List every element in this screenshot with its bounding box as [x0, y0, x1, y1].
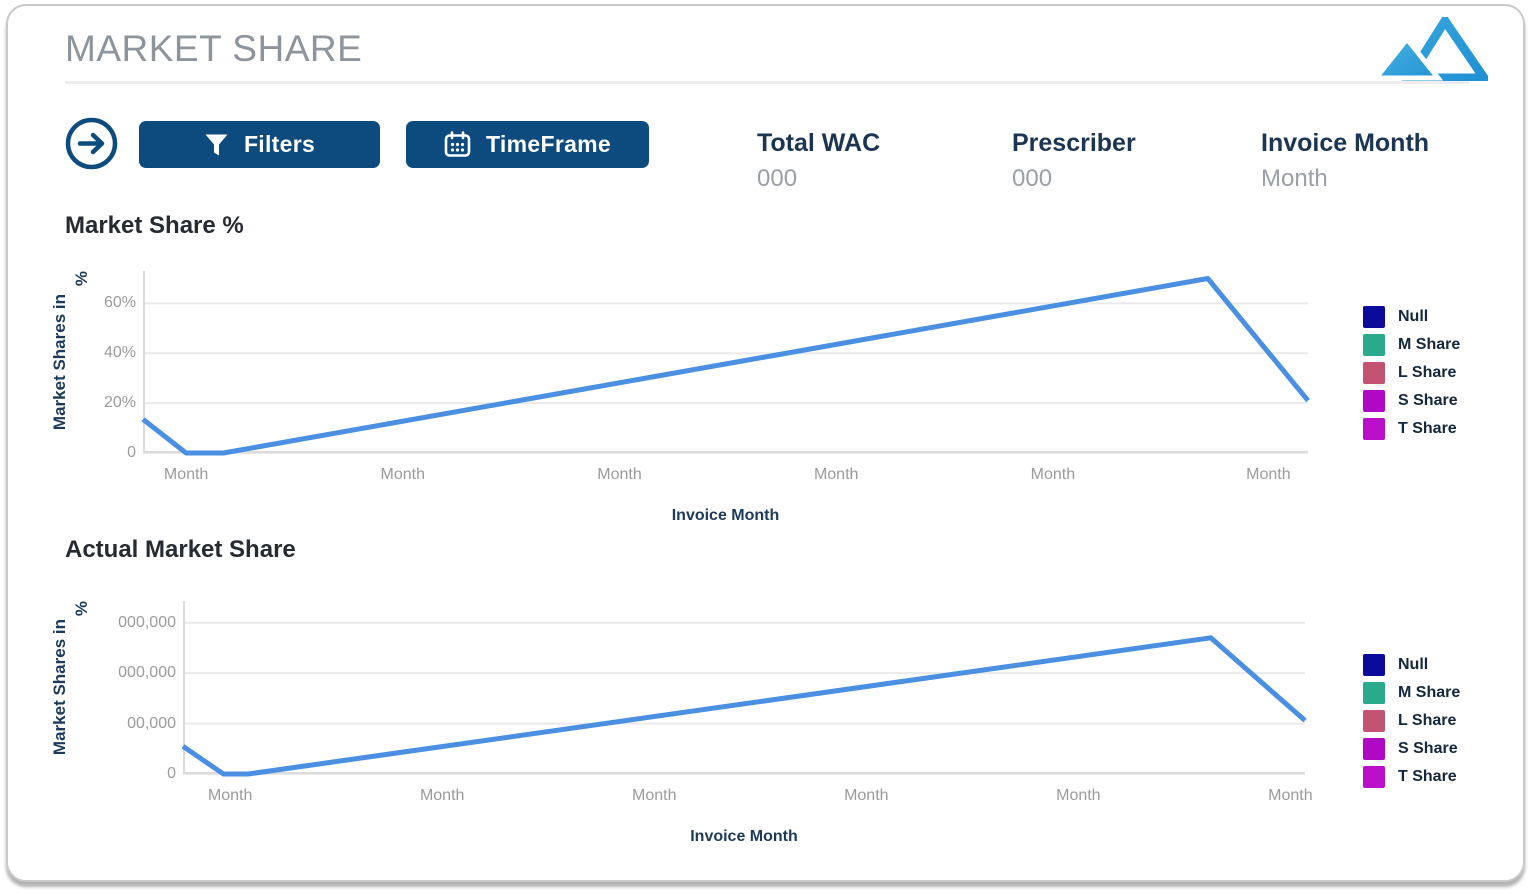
stat-value: 000 [1012, 165, 1053, 192]
y-tick-label: 000,000 [118, 664, 176, 682]
page-title: MARKET SHARE [65, 28, 363, 69]
y-axis-title-text: Market Shares in [50, 619, 69, 756]
x-axis-title: Invoice Month [671, 507, 780, 524]
legend-label: Null [1398, 656, 1429, 673]
x-tick-label: Month [844, 787, 889, 804]
legend-swatch [1363, 418, 1385, 440]
arrow-right-circle-icon [65, 117, 118, 170]
y-tick-label: 0 [167, 765, 176, 782]
legend-row: Null [1363, 306, 1428, 328]
legend-row: M Share [1363, 682, 1460, 704]
legend-swatch [1363, 710, 1385, 732]
stat-label: Invoice Month [1261, 129, 1430, 157]
legend-row: T Share [1363, 418, 1457, 440]
legend-row: S Share [1363, 738, 1458, 760]
legend-row: S Share [1363, 390, 1458, 412]
chart-market-share-pct: 0 20% 40% 60% Month Month Month Month Month Month… [8, 6, 1523, 880]
legend-label: T Share [1398, 768, 1457, 785]
calendar-icon [444, 131, 471, 157]
legend-row: Null [1363, 654, 1428, 676]
x-tick-label: Month [419, 787, 465, 804]
funnel-icon [205, 134, 228, 155]
x-tick-label: Month [163, 466, 209, 483]
x-tick-label: Month [1268, 787, 1313, 804]
x-axis-title: Invoice Month [690, 828, 798, 845]
expand-button[interactable] [65, 117, 118, 170]
legend-label: L Share [1398, 712, 1457, 729]
y-axis-title: Market Shares in% [50, 601, 92, 774]
legend-swatch [1363, 334, 1385, 356]
y-tick-label: 40% [103, 344, 136, 362]
legend-swatch [1363, 306, 1385, 328]
header-divider [65, 81, 1469, 84]
x-tick-label: Month [632, 787, 677, 804]
filters-button-label: Filters [243, 131, 316, 157]
legend-label: S Share [1398, 740, 1458, 757]
chart-actual-market-share: 0 00,000 000,000 000,000 Month Month Month Mont… [8, 6, 1523, 880]
y-tick-label: 60% [103, 294, 136, 312]
stat-total-wac: Total WAC 000 [757, 128, 880, 193]
legend-swatch [1363, 738, 1385, 760]
stat-label: Total WAC [757, 129, 881, 157]
legend-row: M Share [1363, 334, 1460, 356]
chart-title-market-share-pct: Market Share % [65, 212, 244, 239]
x-tick-label: Month [1056, 787, 1101, 804]
chart-title-actual-market-share: Actual Market Share [65, 536, 296, 563]
y-tick-label: 20% [103, 394, 136, 412]
legend-swatch [1363, 766, 1385, 788]
stat-invoice-month: Invoice Month Month [1261, 128, 1429, 193]
y-tick-label: 00,000 [127, 714, 176, 732]
legend-row: T Share [1363, 766, 1457, 788]
mountain-logo-icon [1376, 17, 1488, 81]
stat-value: Month [1261, 165, 1328, 192]
legend-label: L Share [1398, 364, 1457, 381]
x-tick-label: Month [1246, 466, 1291, 483]
x-tick-label: Month [207, 787, 253, 804]
x-tick-label: Month [380, 466, 426, 483]
y-axis-title-unit: % [72, 601, 91, 617]
x-tick-label: Month [813, 466, 859, 483]
stat-value: 000 [757, 165, 798, 192]
x-tick-label: Month [1030, 466, 1076, 483]
legend-row: L Share [1363, 362, 1456, 384]
filters-button[interactable]: Filters [139, 121, 380, 168]
x-tick-label: Month [597, 466, 642, 483]
stat-label: Prescriber [1012, 129, 1136, 157]
stat-prescriber: Prescriber 000 [1012, 128, 1136, 193]
dashboard-card: MARKET SHARE Filters [6, 4, 1525, 882]
y-tick-label: 000,000 [118, 613, 176, 631]
legend-row: L Share [1363, 710, 1456, 732]
legend-label: Null [1398, 308, 1429, 325]
legend-swatch [1363, 682, 1385, 704]
chart-canvas [181, 601, 1307, 777]
chart-line [141, 276, 1310, 456]
timeframe-button[interactable]: TimeFrame [406, 121, 649, 168]
legend-label: M Share [1398, 336, 1461, 353]
chart-canvas [141, 271, 1310, 456]
legend-label: M Share [1398, 684, 1461, 701]
legend-label: S Share [1398, 392, 1458, 409]
legend-swatch [1363, 654, 1385, 676]
legend-label: T Share [1398, 420, 1457, 437]
legend-swatch [1363, 390, 1385, 412]
y-tick-label: 0 [127, 444, 136, 461]
legend-swatch [1363, 362, 1385, 384]
timeframe-button-label: TimeFrame [486, 131, 611, 157]
chart-line [181, 635, 1307, 777]
